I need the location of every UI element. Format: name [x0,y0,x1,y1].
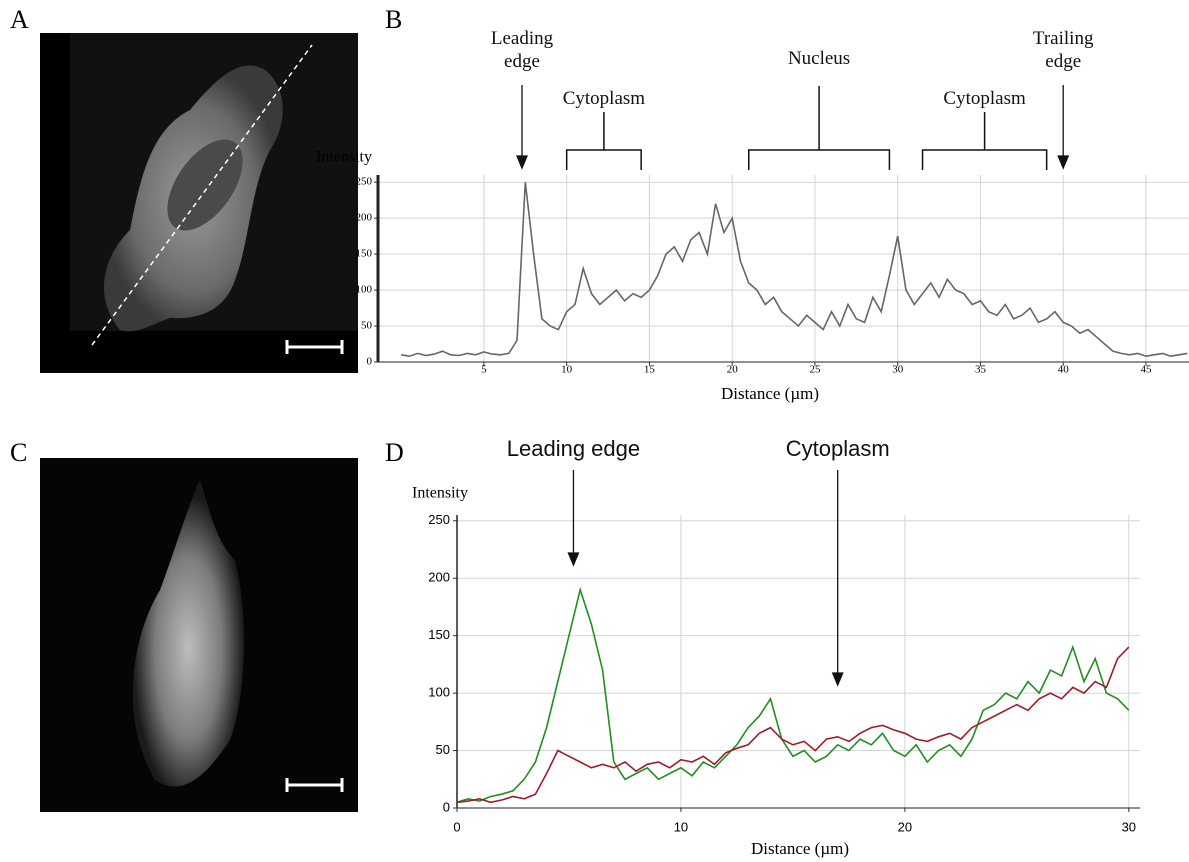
x-tick-label: 0 [453,819,460,834]
x-tick-label: 5 [481,364,487,376]
y-axis-label: Intensity [316,149,372,166]
y-tick-label: 0 [443,799,450,814]
nucleus [167,139,243,231]
panel-label: D [385,438,404,467]
y-tick-label: 0 [367,356,373,368]
annotation: Leading edge [506,436,641,461]
profile-line [91,44,313,346]
x-tick-label: 25 [809,364,821,376]
y-tick-label: 200 [356,212,373,224]
arrow [1057,85,1070,170]
x-tick-label: 30 [892,364,904,376]
x-tick-label: 15 [644,364,656,376]
x-tick-label: 30 [1122,819,1136,834]
scale-bar [285,778,344,792]
y-tick-label: 50 [436,742,450,757]
x-tick-label: 40 [1058,364,1070,376]
y-tick-label: 150 [356,248,373,260]
data-line [456,586,1130,804]
x-tick-label: 35 [975,364,987,376]
x-axis-label: Distance (µm) [751,839,849,858]
bracket [921,112,1048,170]
x-tick-label: 45 [1140,364,1152,376]
annotation: Cytoplasm [943,88,1026,109]
arrow [516,85,528,170]
data-line [401,182,1188,358]
y-tick-label: 200 [428,570,450,585]
annotation: Leading edge [490,28,554,72]
panel-label: B [385,5,402,34]
annotation: Nucleus [787,48,851,69]
panel-label: C [10,438,27,467]
y-tick-label: 100 [428,685,450,700]
y-tick-label: 250 [356,176,373,188]
bracket [747,86,891,170]
scale-bar [285,340,344,354]
y-axis-label: Intensity [412,485,468,502]
bracket [565,112,642,170]
arrow [831,470,844,687]
cell [132,480,245,787]
x-tick-label: 20 [898,819,912,834]
x-tick-label: 20 [727,364,739,376]
annotation: Cytoplasm [785,436,890,461]
x-axis-label: Distance (µm) [721,384,819,403]
y-tick-label: 250 [428,512,450,527]
x-tick-label: 10 [561,364,573,376]
arrow [567,470,580,567]
panel-label: A [10,5,29,34]
x-tick-label: 10 [674,819,688,834]
annotation: Trailing edge [1032,28,1094,72]
y-tick-label: 100 [356,284,373,296]
y-tick-label: 150 [428,627,450,642]
data-line [456,646,1130,804]
annotation: Cytoplasm [562,88,646,109]
y-tick-label: 50 [361,320,373,332]
